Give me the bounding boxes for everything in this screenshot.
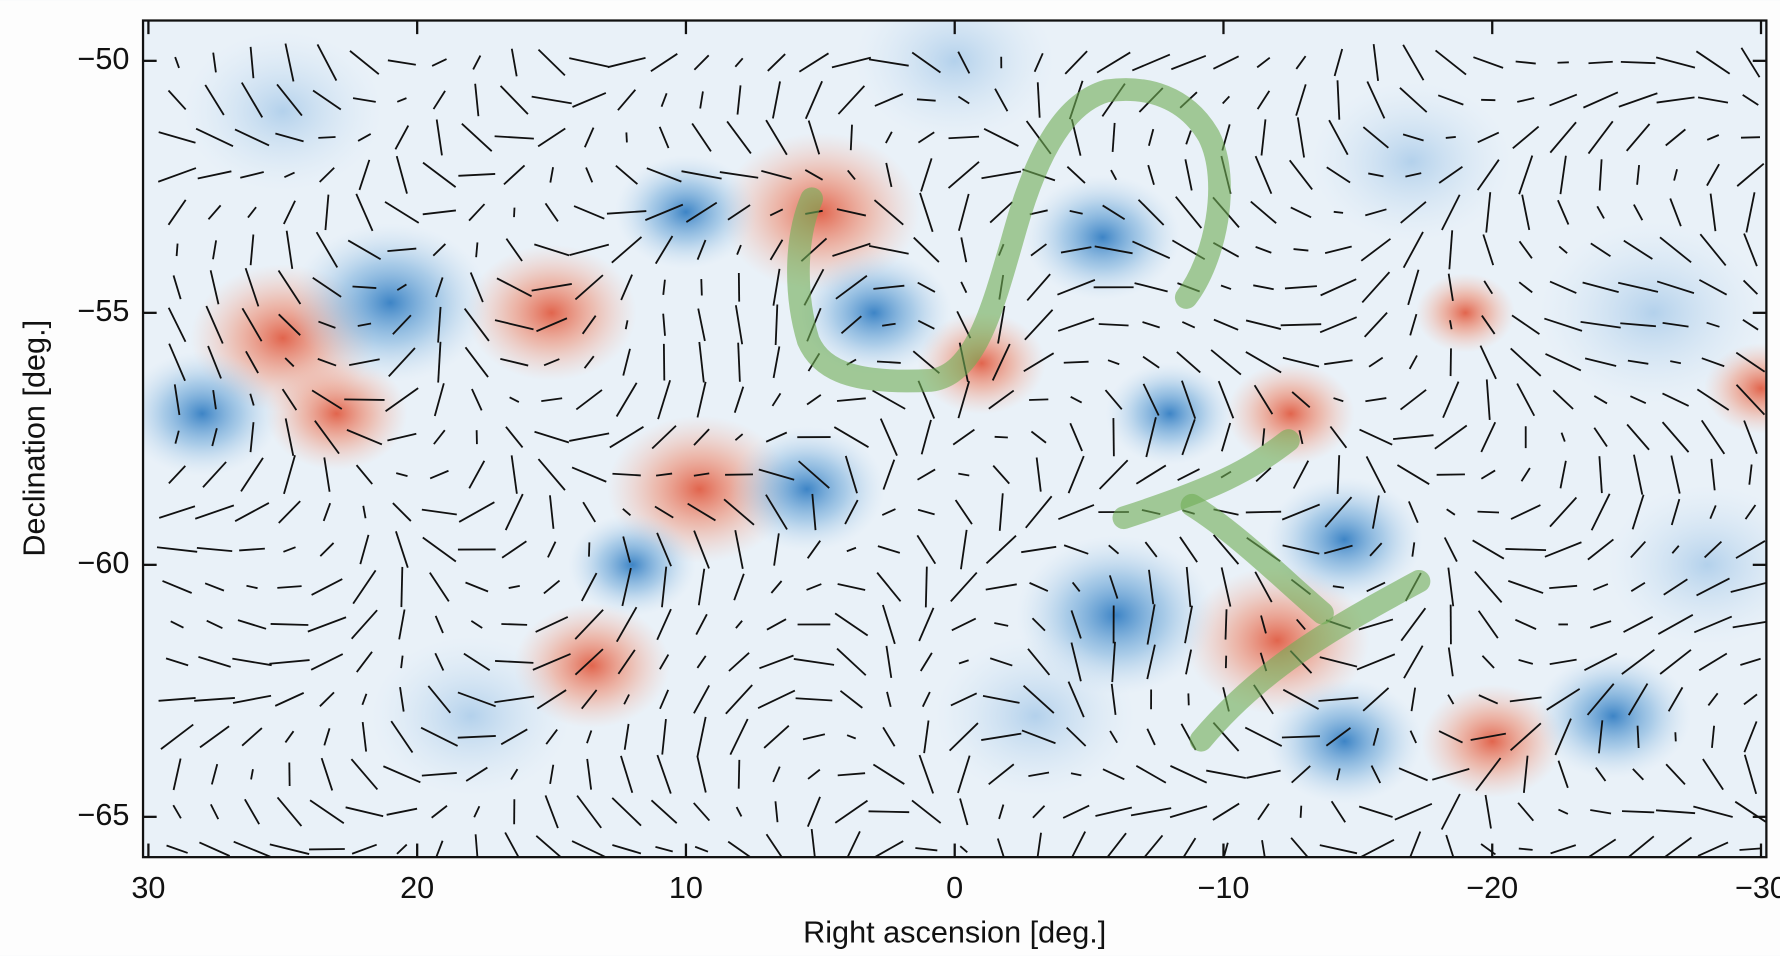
polarization-stick bbox=[1301, 806, 1302, 818]
polarization-stick bbox=[1064, 362, 1089, 363]
x-tick-label: −10 bbox=[1197, 871, 1249, 905]
polarization-stick bbox=[1029, 399, 1048, 400]
polarization-stick bbox=[1519, 849, 1533, 850]
x-tick-label: 10 bbox=[669, 871, 703, 905]
chart: Right ascension [deg.] Declination [deg.… bbox=[0, 0, 1780, 956]
polarization-stick bbox=[1281, 324, 1322, 325]
polarization-stick bbox=[401, 567, 402, 607]
y-tick-label: −65 bbox=[77, 798, 129, 832]
map-blob bbox=[1540, 222, 1767, 404]
polarization-stick bbox=[1334, 212, 1343, 213]
x-tick-label: −30 bbox=[1735, 871, 1780, 905]
map-blob bbox=[1312, 82, 1511, 241]
polarization-stick bbox=[1246, 512, 1281, 513]
x-tick-label: 0 bbox=[946, 871, 963, 905]
polarization-stick bbox=[271, 624, 309, 625]
polarization-stick bbox=[701, 279, 702, 295]
polarization-stick bbox=[1226, 609, 1227, 639]
x-tick-label: 20 bbox=[400, 871, 434, 905]
y-axis-label: Declination [deg.] bbox=[17, 320, 51, 557]
polarization-stick bbox=[995, 437, 1008, 438]
polarization-stick bbox=[1505, 549, 1546, 550]
polarization-stick bbox=[739, 760, 740, 789]
map-blob bbox=[1024, 175, 1180, 300]
polarization-stick bbox=[1638, 726, 1639, 748]
polarization-stick bbox=[177, 244, 178, 256]
polarization-stick bbox=[344, 399, 384, 400]
polarization-stick bbox=[626, 132, 627, 142]
map-blob bbox=[1416, 273, 1515, 352]
polarization-stick bbox=[926, 567, 927, 608]
map-blob bbox=[1106, 363, 1234, 465]
y-tick-label: −50 bbox=[77, 42, 129, 76]
map-blob bbox=[1535, 654, 1691, 779]
map-blob bbox=[568, 514, 696, 616]
x-tick-label: −20 bbox=[1466, 871, 1518, 905]
map-blob bbox=[729, 427, 885, 552]
map-blob bbox=[466, 245, 636, 381]
polarization-stick bbox=[318, 137, 335, 138]
polarization-stick bbox=[851, 125, 852, 150]
polarization-stick bbox=[1446, 137, 1456, 138]
map-blob bbox=[291, 223, 490, 382]
page: {"chart_data": {"type": "map", "xlabel":… bbox=[0, 0, 1780, 956]
y-tick-label: −60 bbox=[77, 546, 129, 580]
polarization-stick bbox=[501, 624, 527, 625]
y-tick-label: −55 bbox=[77, 294, 129, 328]
x-tick-label: 30 bbox=[131, 871, 165, 905]
polarization-stick bbox=[1622, 811, 1654, 812]
polarization-stick bbox=[1477, 512, 1499, 513]
x-axis-label: Right ascension [deg.] bbox=[803, 915, 1106, 949]
polarization-stick bbox=[869, 811, 910, 812]
map-blob bbox=[1266, 679, 1422, 804]
polarization-stick bbox=[1621, 62, 1656, 63]
